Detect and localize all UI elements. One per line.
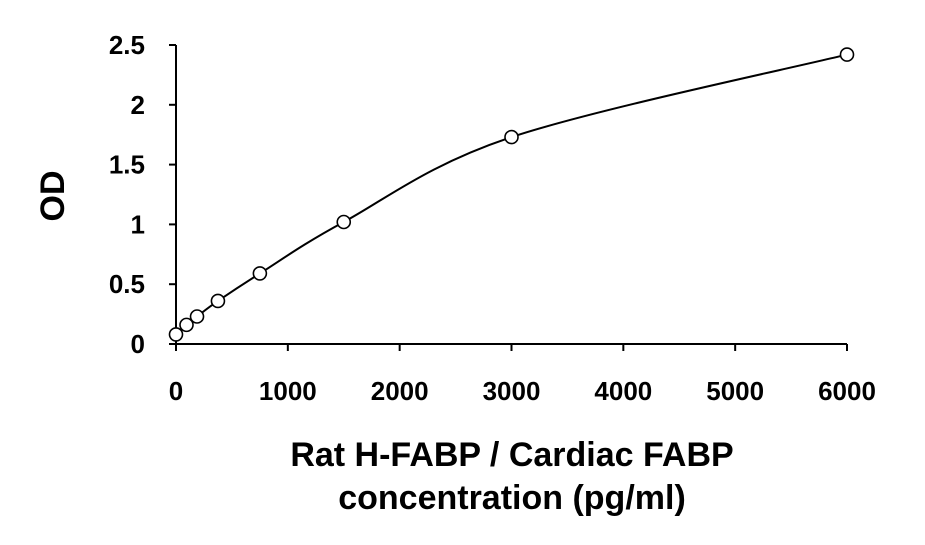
data-point <box>210 293 226 309</box>
y-axis-title: OD <box>34 171 72 222</box>
y-tick-label: 1.5 <box>109 150 145 180</box>
x-axis-title-line-1: Rat H-FABP / Cardiac FABP <box>290 436 733 474</box>
y-tick-label: 2 <box>131 90 145 120</box>
y-tick-label: 0 <box>131 329 145 359</box>
x-tick-label: 3000 <box>483 376 541 406</box>
data-point <box>168 327 184 342</box>
y-tick-label: 1 <box>131 209 145 239</box>
data-point <box>179 317 194 333</box>
x-tick-label: 1000 <box>259 376 317 406</box>
y-tick-label: 0.5 <box>109 269 145 299</box>
x-tick-label: 5000 <box>706 376 764 406</box>
fit-curve <box>175 53 848 336</box>
x-axis-title-line-2: concentration (pg/ml) <box>338 479 686 517</box>
data-point <box>336 214 352 230</box>
x-tick-label: 2000 <box>371 376 429 406</box>
x-tick-label: 0 <box>169 376 183 406</box>
x-tick-label: 4000 <box>594 376 652 406</box>
axes <box>169 44 848 351</box>
x-tick-label: 6000 <box>818 376 876 406</box>
fit-curve-group <box>175 53 848 336</box>
data-point <box>252 266 268 281</box>
y-tick-label: 2.5 <box>109 30 145 60</box>
data-points <box>168 47 855 342</box>
data-point <box>189 309 205 324</box>
y-tick-labels: 0 0.5 1 1.5 2 2.5 <box>109 30 145 359</box>
data-point <box>504 129 519 145</box>
x-tick-labels: 0 1000 2000 3000 4000 5000 6000 <box>169 376 876 406</box>
data-point <box>839 47 855 62</box>
